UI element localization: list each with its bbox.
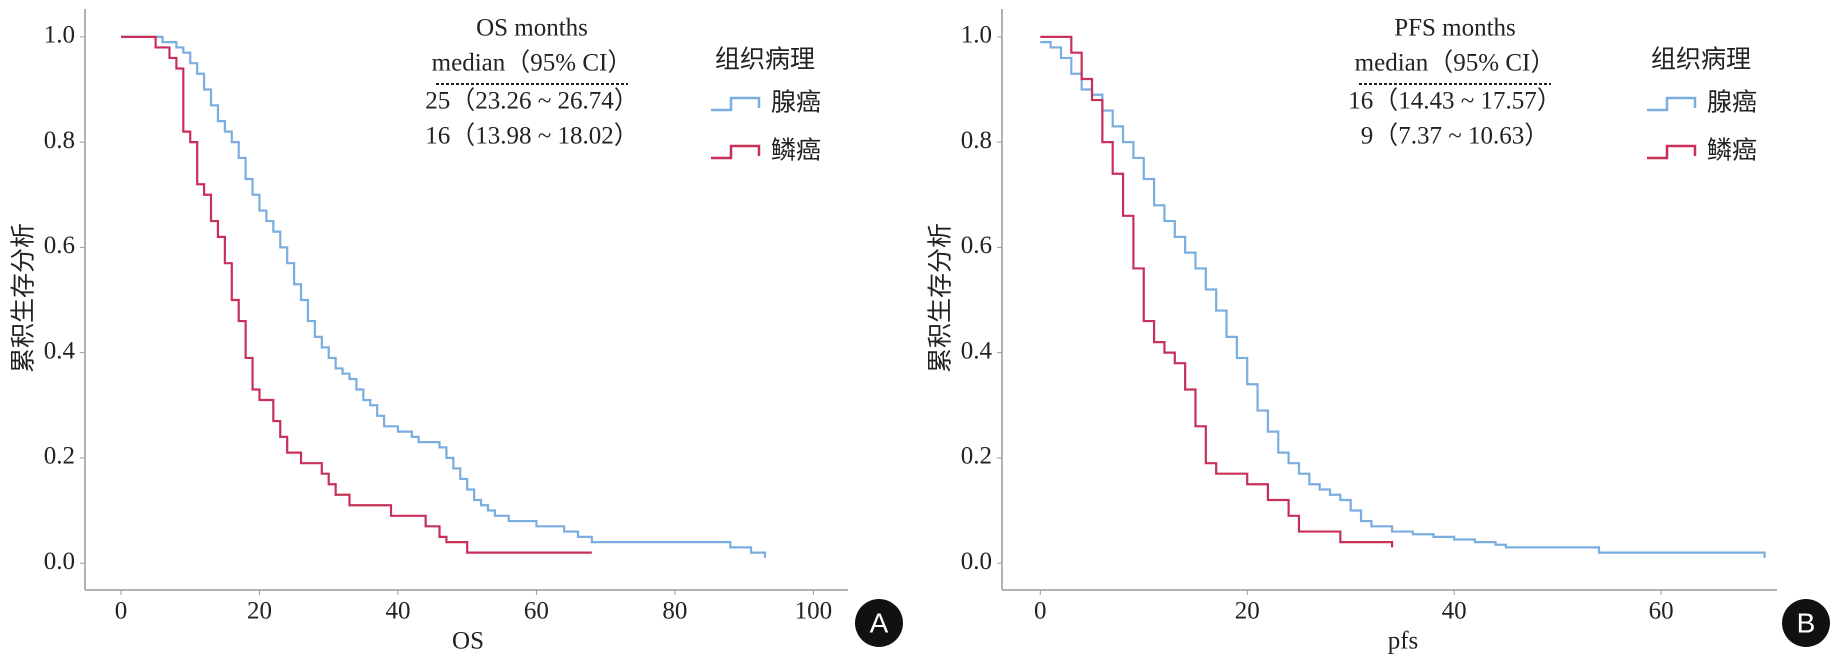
y-tick-label: 0.0: [961, 548, 992, 575]
y-tick-label: 0.8: [44, 127, 75, 154]
annotation: 16（13.98 ~ 18.02）: [425, 122, 639, 150]
legend-title: 组织病理: [1651, 46, 1751, 74]
x-tick-label: 0: [1034, 598, 1047, 625]
panel-badge: [1782, 599, 1830, 647]
annotation: 25（23.26 ~ 26.74）: [425, 87, 639, 115]
legend-label: 腺癌: [771, 89, 821, 117]
legend-swatch: [711, 96, 761, 112]
y-tick-label: 0.0: [44, 548, 75, 575]
legend-swatch: [1647, 96, 1697, 112]
y-tick-label: 0.8: [961, 127, 992, 154]
y-tick-label: 0.4: [44, 337, 76, 364]
annotation: median（95% CI）: [432, 49, 633, 77]
y-axis-label: 累积生存分析: [927, 223, 955, 373]
legend-swatch: [1647, 144, 1697, 160]
y-axis-label: 累积生存分析: [10, 223, 38, 373]
legend-label: 腺癌: [1707, 89, 1757, 117]
panel-badge: [855, 599, 903, 647]
annotation: OS months: [476, 15, 588, 42]
x-tick-label: 60: [524, 598, 549, 625]
y-tick-label: 1.0: [44, 22, 75, 49]
y-tick-label: 0.2: [961, 443, 992, 470]
y-tick-label: 0.6: [44, 232, 75, 259]
legend-title: 组织病理: [715, 46, 815, 74]
survival-curve: [1040, 41, 1766, 558]
y-tick-label: 1.0: [961, 22, 992, 49]
annotation: 9（7.37 ~ 10.63）: [1361, 122, 1550, 150]
y-tick-label: 0.2: [44, 443, 75, 470]
y-tick-label: 0.6: [961, 232, 992, 259]
x-tick-label: 40: [1442, 598, 1467, 625]
panel: 0.0 0.2 0.4 0.6 0.8 1.0 0 20 40 60 80 100 OS 累积生存分析 OS…: [10, 9, 903, 655]
panel-label: B: [1797, 607, 1816, 638]
survival-curve: [121, 35, 592, 554]
survival-curve: [1040, 35, 1394, 548]
x-tick-label: 60: [1649, 598, 1674, 625]
x-tick-label: 40: [385, 598, 410, 625]
x-tick-label: 100: [795, 598, 833, 625]
panel: 0.0 0.2 0.4 0.6 0.8 1.0 0 20 40 60 pfs 累积生存分析 PFS mo…: [927, 9, 1830, 655]
x-tick-label: 80: [662, 598, 687, 625]
x-tick-label: 20: [1235, 598, 1260, 625]
x-axis-label: pfs: [1388, 628, 1419, 655]
x-tick-label: 0: [115, 598, 128, 625]
legend-swatch: [711, 144, 761, 160]
legend-label: 鳞癌: [1707, 137, 1757, 165]
legend-label: 鳞癌: [771, 137, 821, 165]
x-axis-label: OS: [452, 628, 484, 655]
annotation: median（95% CI）: [1355, 49, 1556, 77]
survival-curve: [121, 35, 767, 558]
x-tick-label: 20: [247, 598, 272, 625]
annotation: PFS months: [1394, 15, 1516, 42]
panel-label: A: [870, 607, 889, 638]
annotation: 16（14.43 ~ 17.57）: [1348, 87, 1562, 115]
y-tick-label: 0.4: [961, 337, 993, 364]
